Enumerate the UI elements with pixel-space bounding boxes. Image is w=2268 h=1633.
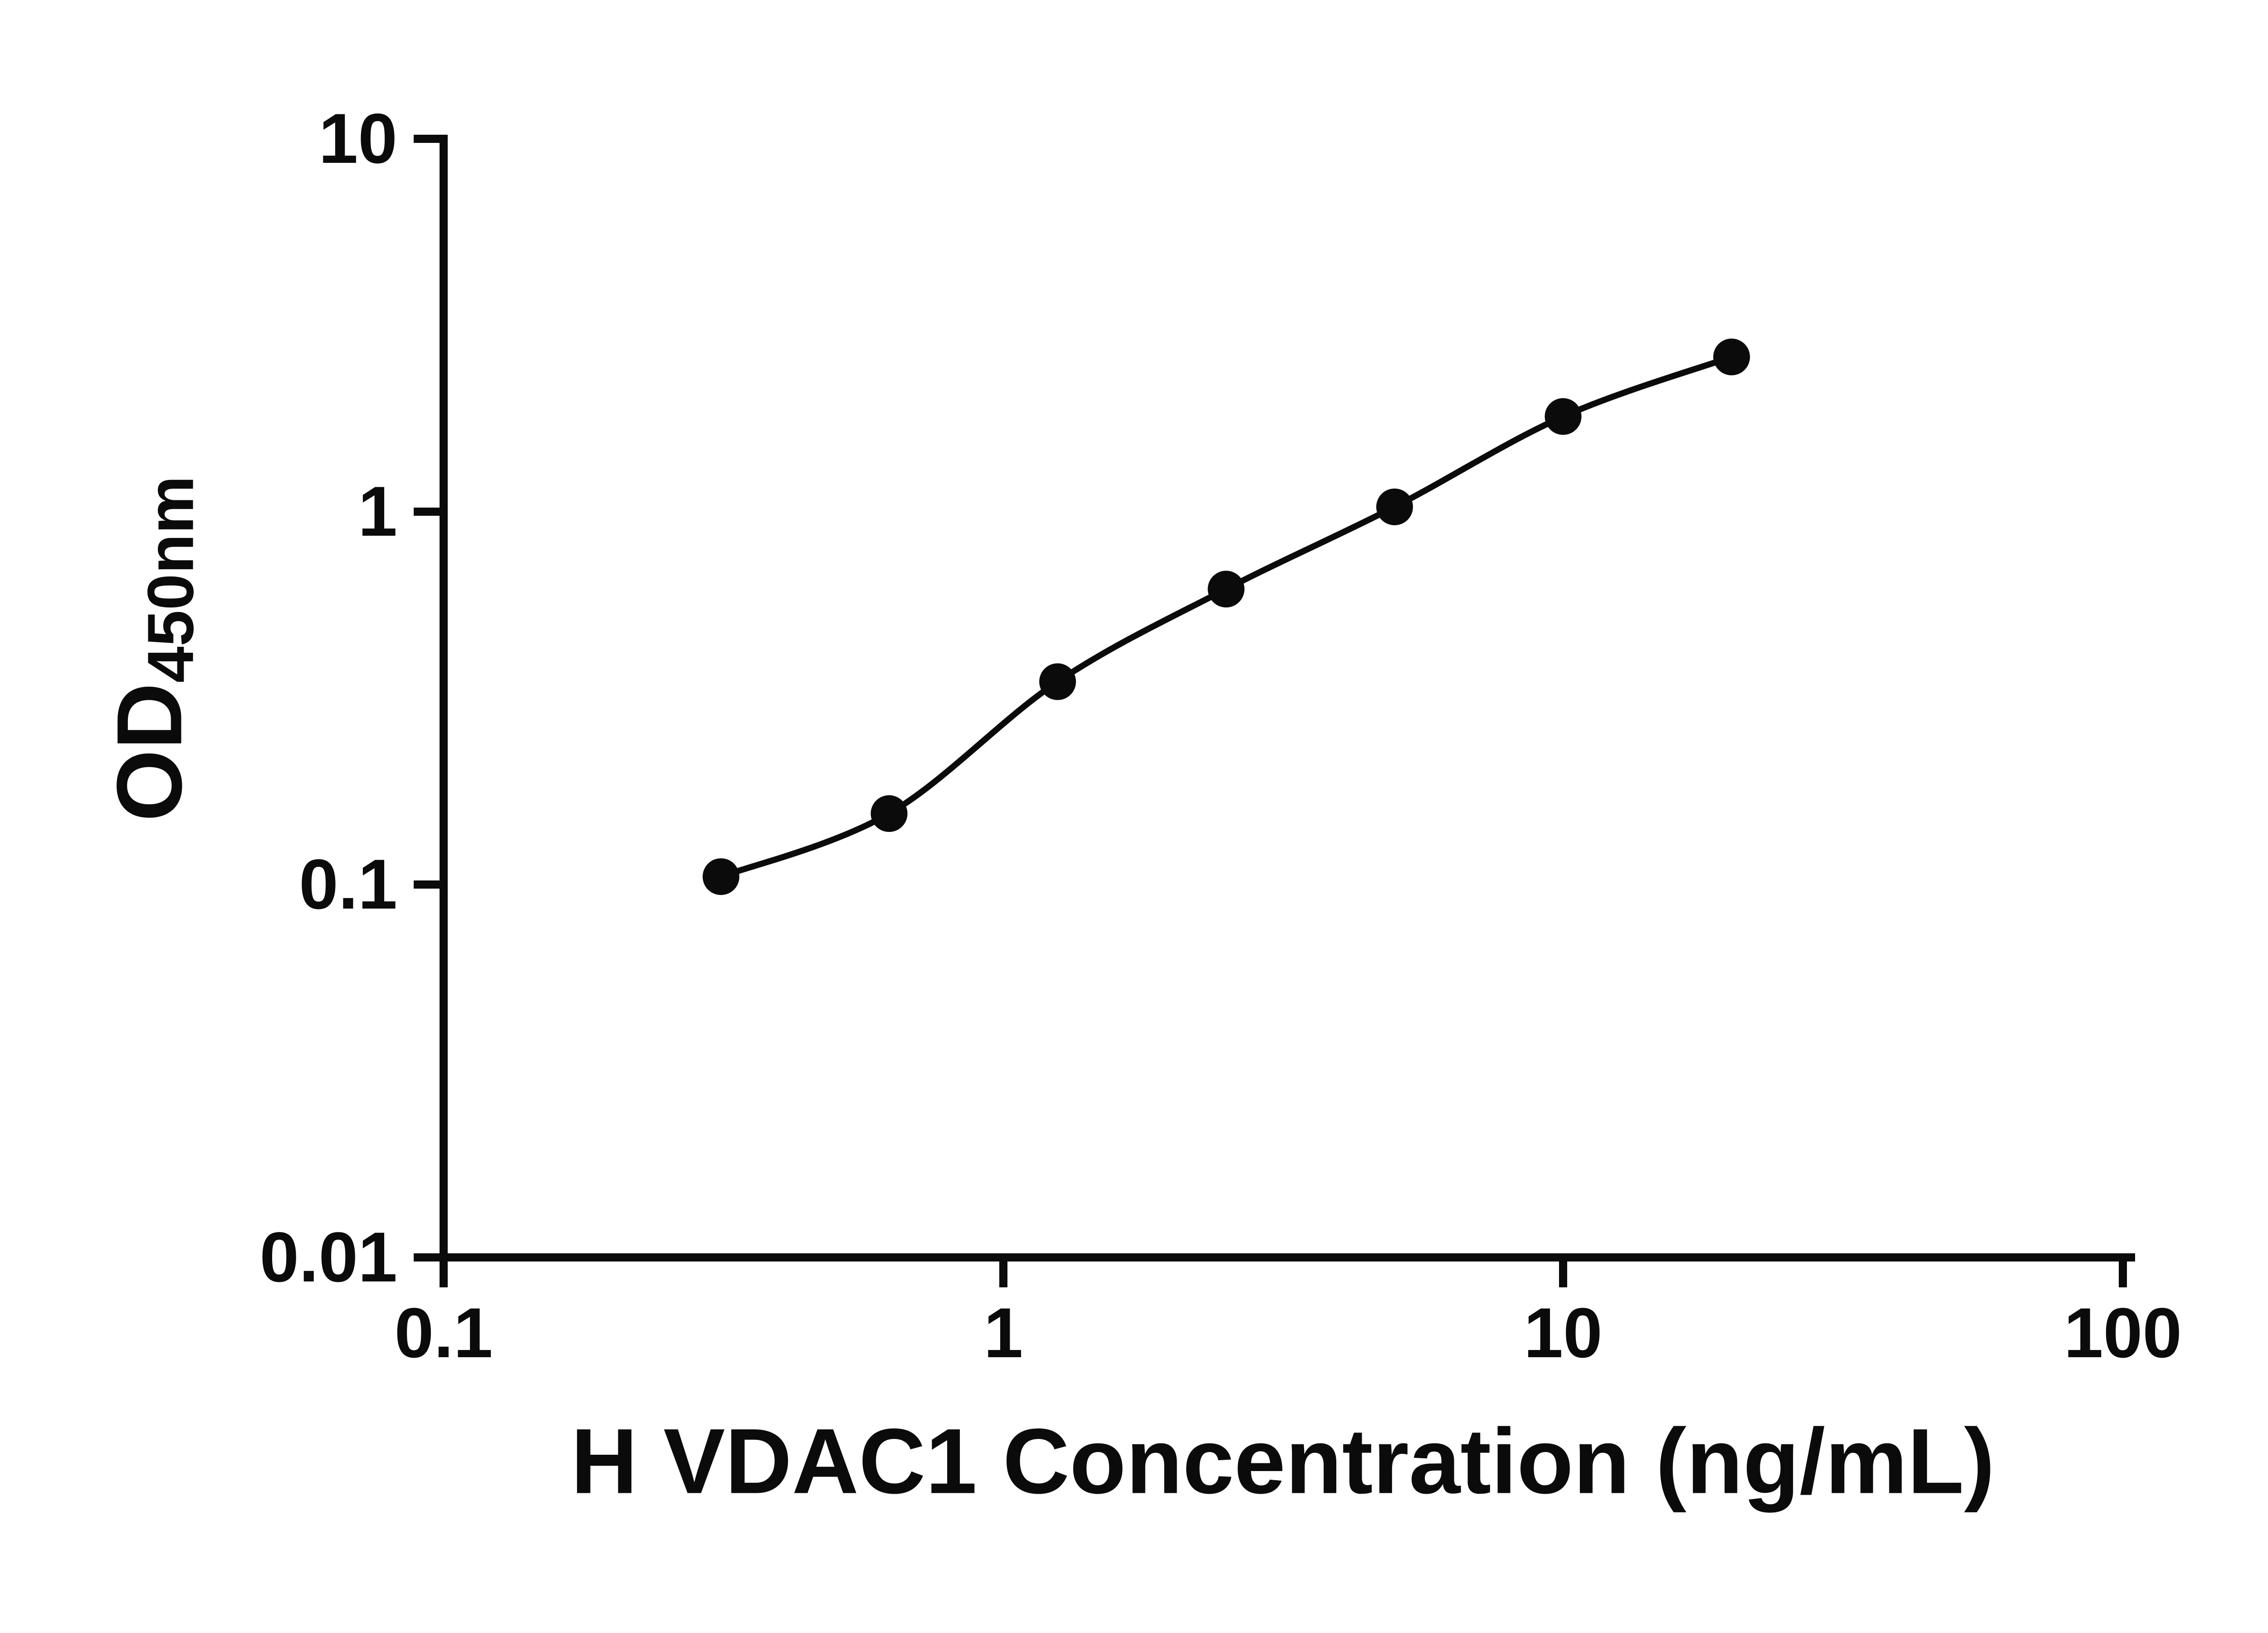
y-axis-title: OD450nm: [97, 476, 207, 822]
data-point: [1545, 398, 1582, 435]
x-axis-title: H VDAC1 Concentration (ng/mL): [571, 1409, 1995, 1513]
y-tick-label: 10: [318, 99, 397, 178]
data-point: [1376, 488, 1413, 525]
data-point: [870, 795, 908, 832]
data-point: [703, 858, 740, 895]
data-point: [1207, 571, 1245, 608]
data-point: [1039, 663, 1076, 700]
y-tick-label: 0.01: [259, 1218, 397, 1297]
x-tick-label: 100: [2064, 1294, 2182, 1373]
data-point: [1713, 338, 1750, 376]
y-axis-title-subscript: 450nm: [134, 475, 207, 683]
y-axis-title-main: OD: [98, 683, 201, 822]
x-tick-label: 10: [1524, 1294, 1603, 1373]
x-tick-label: 1: [984, 1294, 1023, 1373]
y-tick-label: 0.1: [299, 845, 397, 924]
y-tick-label: 1: [358, 472, 397, 551]
fit-curve: [720, 354, 1733, 880]
x-tick-label: 0.1: [395, 1294, 493, 1373]
